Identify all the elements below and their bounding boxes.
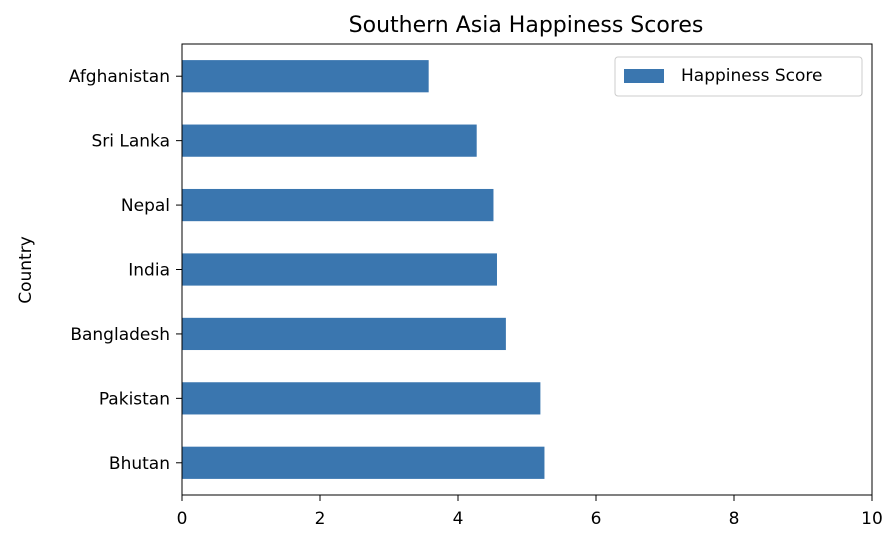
y-tick-label: Sri Lanka <box>91 132 170 152</box>
bars-group <box>182 60 545 479</box>
x-tick-label: 2 <box>315 509 326 529</box>
bar-sri-lanka <box>182 124 477 157</box>
y-tick-label: Nepal <box>121 196 170 216</box>
y-tick-label: Bhutan <box>109 454 170 474</box>
bar-india <box>182 253 497 286</box>
legend-frame <box>614 56 863 97</box>
x-tick-label: 10 <box>861 509 883 529</box>
bar-nepal <box>182 188 494 222</box>
bar-pakistan <box>182 382 541 415</box>
x-tick-label: 8 <box>729 509 740 529</box>
legend: Happiness Score <box>614 56 863 97</box>
y-ticks-group: Afghanistan Sri Lanka Nepal India Bangladesh… <box>69 67 182 474</box>
bar-bangladesh <box>182 317 506 351</box>
bar-bhutan <box>182 446 545 479</box>
y-tick-label: India <box>128 261 170 281</box>
x-ticks-group: 0 2 4 6 8 10 <box>177 495 883 529</box>
bar-afghanistan <box>182 60 429 93</box>
y-tick-label: Pakistan <box>99 389 170 409</box>
chart-title: Southern Asia Happiness Scores <box>349 13 704 38</box>
y-tick-label: Afghanistan <box>69 67 170 87</box>
x-tick-label: 6 <box>591 509 602 529</box>
y-tick-label: Bangladesh <box>70 325 170 345</box>
x-tick-label: 4 <box>453 509 464 529</box>
y-axis-label: Country <box>16 236 36 304</box>
legend-swatch <box>624 69 664 83</box>
x-tick-label: 0 <box>177 509 188 529</box>
legend-label: Happiness Score <box>681 66 822 86</box>
